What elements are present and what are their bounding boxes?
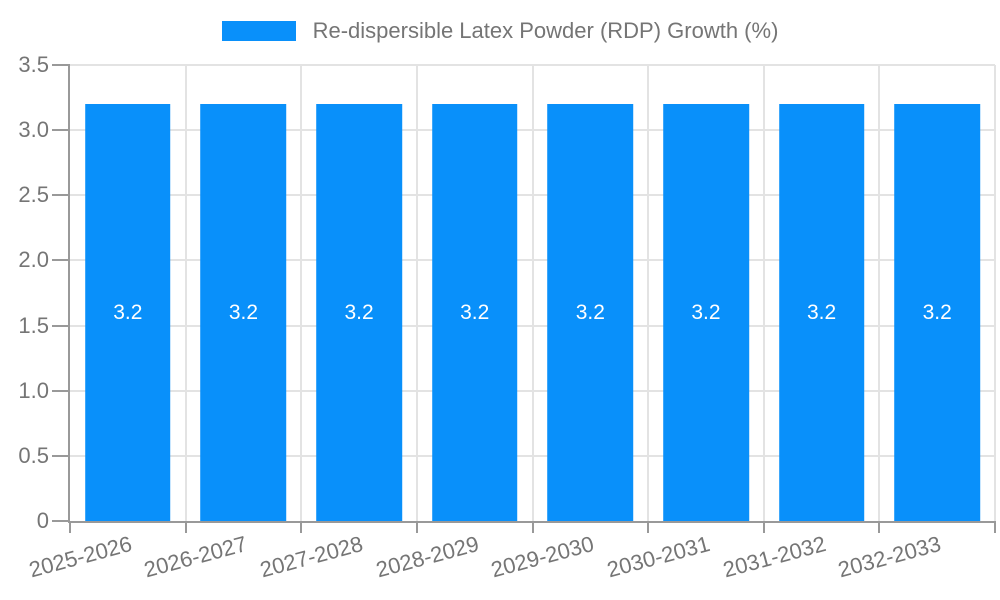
x-axis-tick-label: 2025-2026	[26, 531, 135, 583]
x-axis-tick-label: 2031-2032	[719, 531, 829, 583]
y-axis-tick-label: 1.0	[18, 377, 49, 403]
x-axis-tick-label: 2026-2027	[141, 531, 250, 583]
y-axis-tick-label: 3.0	[18, 117, 49, 143]
legend-color-swatch	[221, 20, 296, 41]
legend-item-rdp-growth[interactable]: Re-dispersible Latex Powder (RDP) Growth…	[221, 18, 779, 43]
x-axis-tick	[184, 521, 187, 533]
x-axis-tick-label: 2028-2029	[373, 531, 482, 583]
bar: 3.2	[200, 104, 287, 521]
y-axis-tick	[52, 64, 70, 66]
v-gridline	[647, 65, 650, 521]
bar-value-label: 3.2	[113, 300, 143, 324]
legend: Re-dispersible Latex Powder (RDP) Growth…	[0, 18, 1000, 43]
y-axis-tick	[52, 389, 70, 392]
x-axis-tick	[531, 521, 534, 533]
y-axis-tick-label: 0	[36, 508, 49, 533]
x-axis-tick	[762, 521, 765, 533]
y-axis-tick	[52, 454, 70, 457]
bar: 3.2	[85, 104, 171, 521]
y-axis-tick	[52, 259, 70, 262]
bar: 3.2	[431, 104, 518, 521]
x-axis-tick-label: 2032-2033	[835, 531, 944, 583]
bar: 3.2	[316, 104, 402, 521]
y-axis-tick-label: 2.5	[18, 182, 49, 208]
x-axis-tick-label: 2027-2028	[257, 531, 366, 583]
legend-label: Re-dispersible Latex Powder (RDP) Growth…	[312, 18, 779, 43]
bar-value-label: 3.2	[691, 300, 721, 324]
x-axis-tick	[69, 521, 71, 533]
v-gridline	[184, 65, 187, 521]
y-axis-tick-label: 1.5	[18, 312, 49, 338]
y-axis-tick	[52, 194, 70, 197]
y-axis-tick-label: 0.5	[18, 442, 49, 468]
bar-value-label: 3.2	[460, 300, 490, 324]
bar-value-label: 3.2	[806, 300, 837, 324]
v-gridline	[531, 65, 534, 521]
x-axis-tick-label: 2030-2031	[604, 531, 713, 583]
v-gridline	[878, 65, 881, 521]
y-axis-tick-label: 2.0	[18, 247, 49, 273]
bar-value-label: 3.2	[228, 300, 259, 324]
bar: 3.2	[894, 104, 980, 521]
plot-area: 0 0.5 1.0 1.5 2.0 2.5 3.0 3.5 3.2 2025-2026 3.2 202…	[18, 52, 996, 582]
bar: 3.2	[778, 104, 865, 521]
bar-value-label: 3.2	[575, 300, 605, 324]
v-gridline	[994, 65, 996, 521]
y-axis-tick	[52, 324, 70, 327]
x-axis-tick	[647, 521, 650, 533]
y-axis-tick-label: 3.5	[18, 52, 49, 77]
x-axis-tick	[300, 521, 303, 533]
y-axis-tick	[52, 520, 70, 522]
v-gridline	[415, 65, 418, 521]
v-gridline	[300, 65, 303, 521]
bar: 3.2	[663, 104, 749, 521]
x-axis-tick	[878, 521, 881, 533]
bar-value-label: 3.2	[344, 300, 374, 324]
y-axis-tick	[52, 129, 70, 132]
v-gridline	[762, 65, 765, 521]
x-axis-tick	[994, 521, 996, 533]
x-axis-tick	[415, 521, 418, 533]
bar: 3.2	[547, 104, 634, 521]
bar-value-label: 3.2	[922, 300, 952, 324]
x-axis-tick-label: 2029-2030	[488, 531, 597, 583]
